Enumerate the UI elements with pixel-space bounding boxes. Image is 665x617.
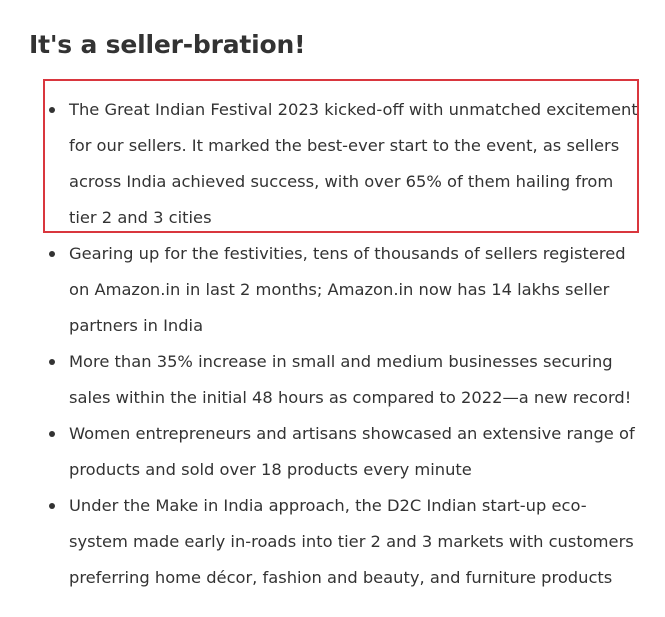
- bullet-text: Women entrepreneurs and artisans showcas…: [69, 424, 635, 479]
- bullet-text: The Great Indian Festival 2023 kicked-of…: [69, 100, 638, 227]
- bullet-dot-icon: [49, 251, 55, 257]
- list-item: Under the Make in India approach, the D2…: [0, 488, 665, 596]
- bullet-list: The Great Indian Festival 2023 kicked-of…: [0, 92, 665, 596]
- bullet-dot-icon: [49, 359, 55, 365]
- bullet-text: More than 35% increase in small and medi…: [69, 352, 632, 407]
- bullet-dot-icon: [49, 431, 55, 437]
- list-item: More than 35% increase in small and medi…: [0, 344, 665, 416]
- page-heading: It's a seller-bration!: [29, 30, 306, 59]
- list-item: Women entrepreneurs and artisans showcas…: [0, 416, 665, 488]
- bullet-text: Gearing up for the festivities, tens of …: [69, 244, 626, 335]
- bullet-text: Under the Make in India approach, the D2…: [69, 496, 634, 587]
- bullet-dot-icon: [49, 107, 55, 113]
- bullet-dot-icon: [49, 503, 55, 509]
- list-item: The Great Indian Festival 2023 kicked-of…: [0, 92, 665, 236]
- list-item: Gearing up for the festivities, tens of …: [0, 236, 665, 344]
